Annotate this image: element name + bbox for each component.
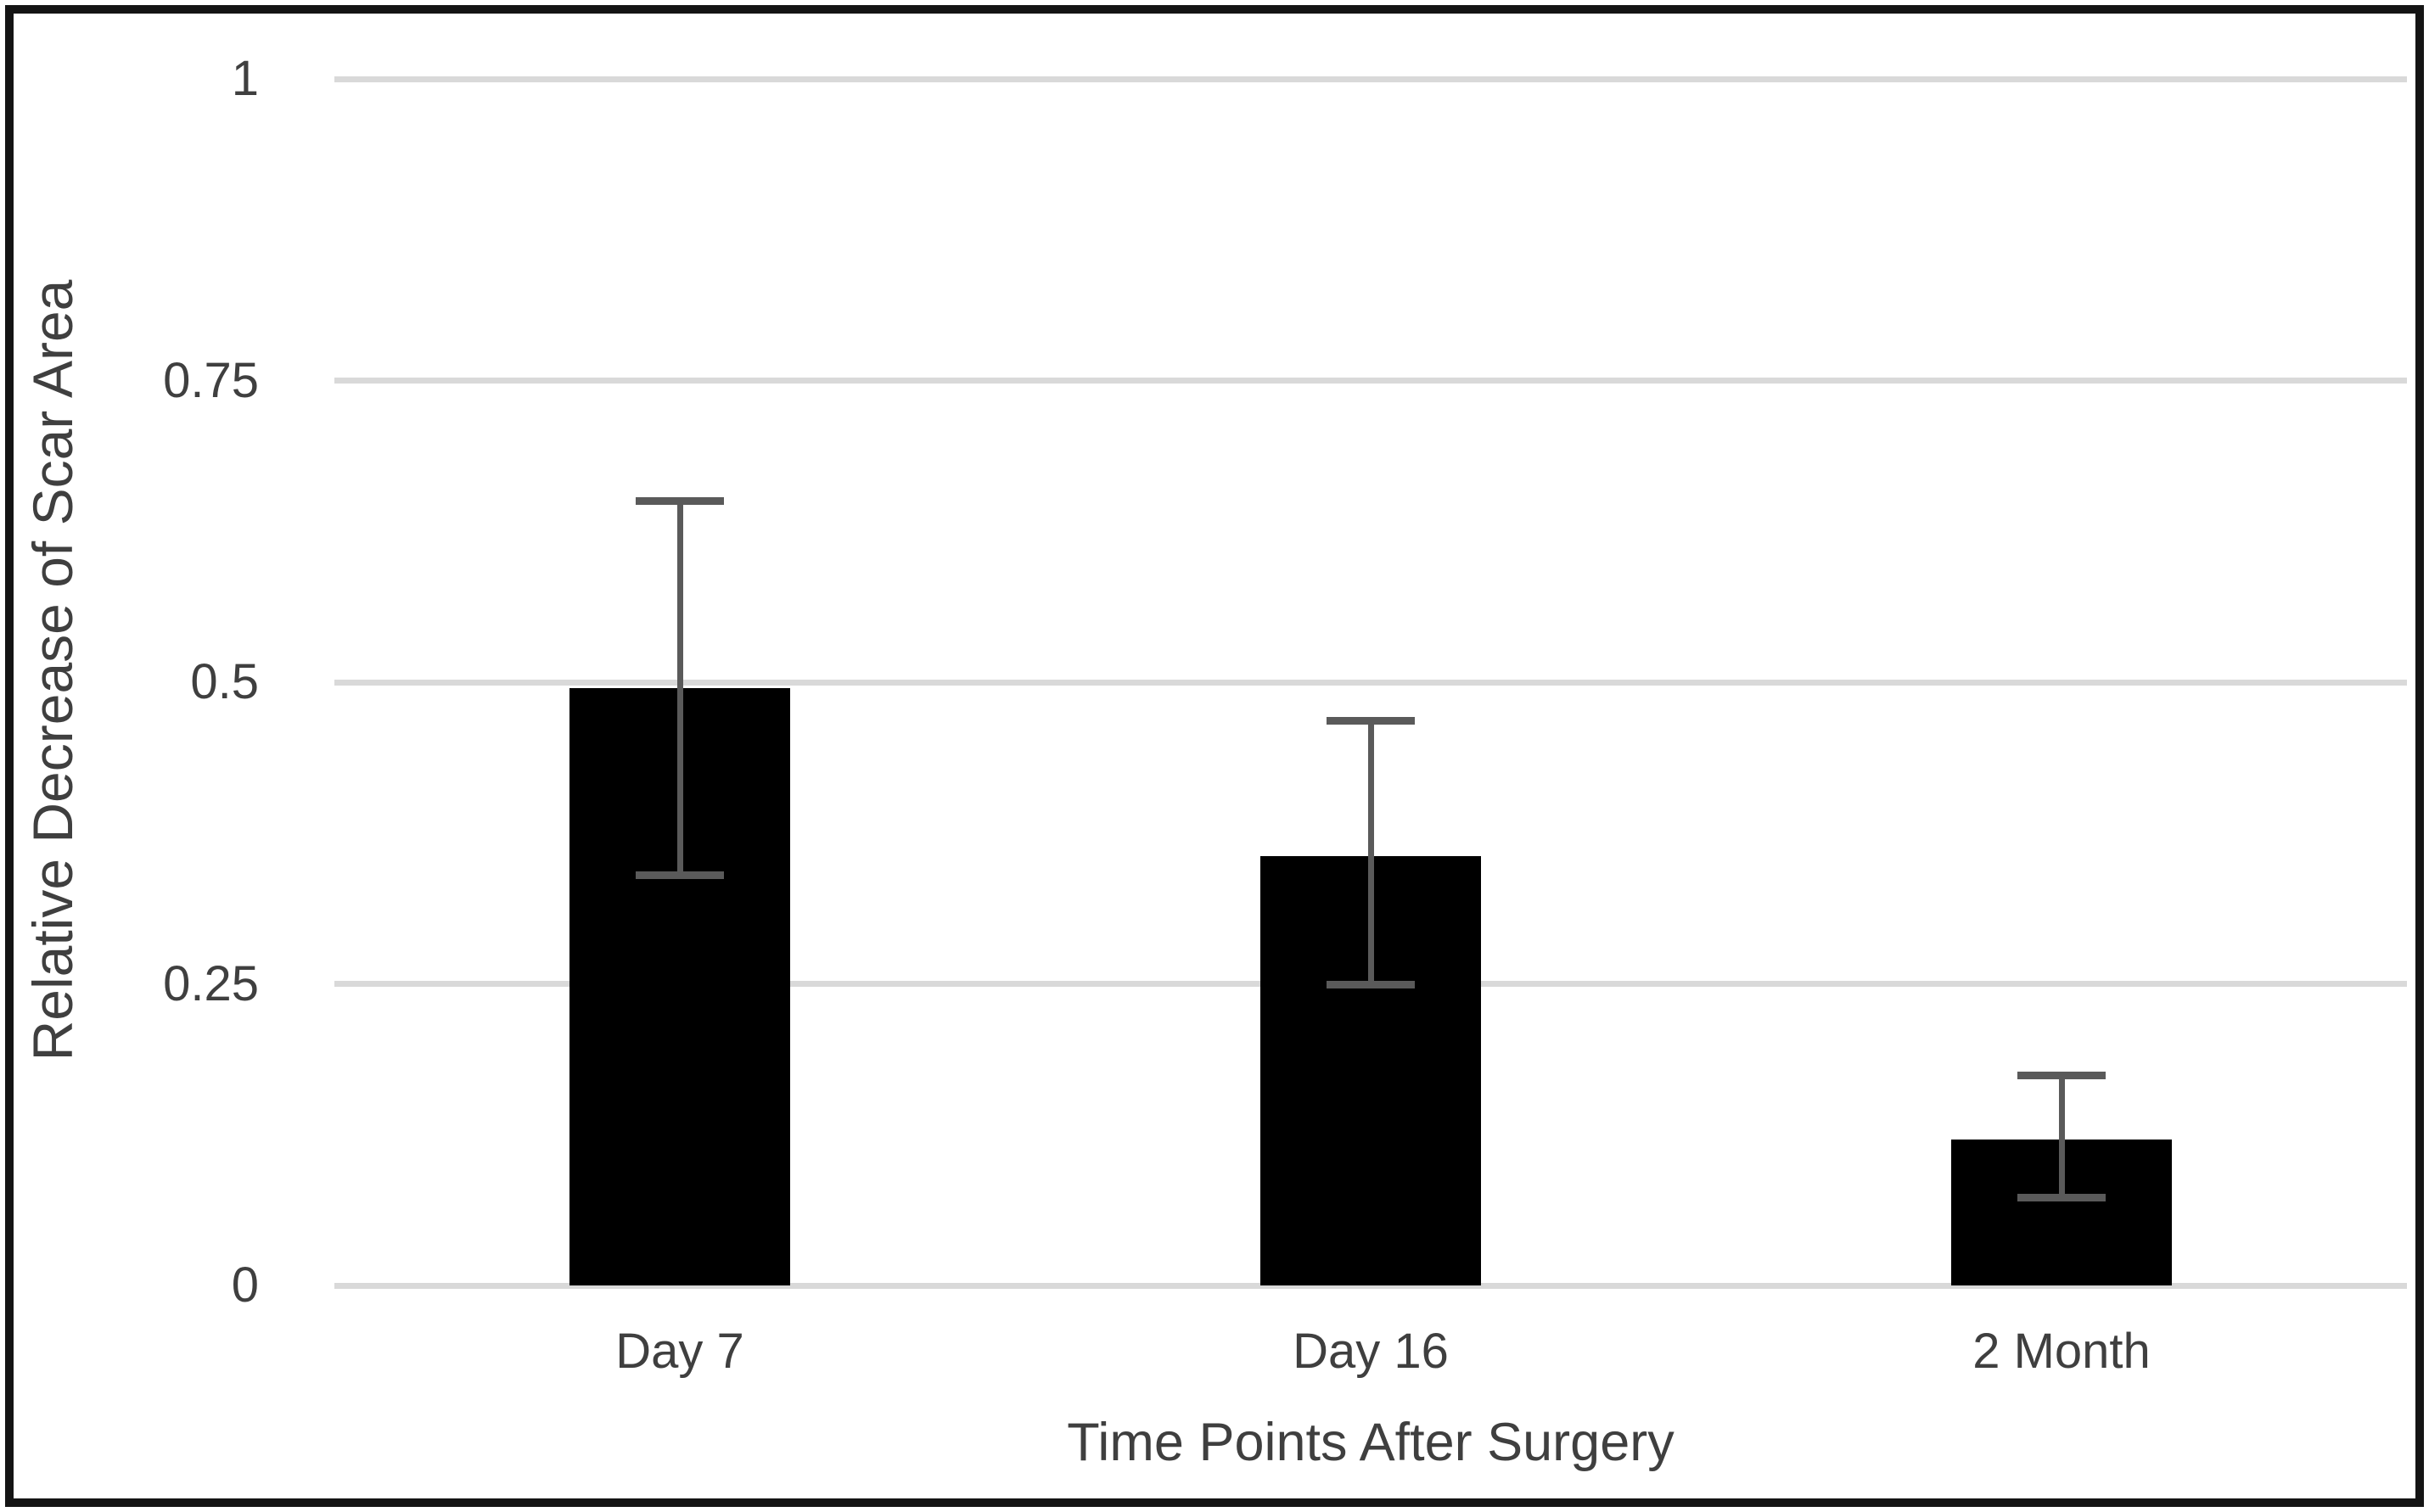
error-bar-stem: [2058, 1075, 2065, 1198]
y-tick-label: 0: [231, 1257, 259, 1313]
error-bar-cap-top: [2017, 1072, 2106, 1080]
y-tick-label: 0.75: [163, 352, 259, 408]
error-bar-cap-top: [636, 497, 724, 506]
y-axis-title: Relative Decrease of Scar Area: [21, 279, 84, 1061]
error-bar-cap-bottom: [1327, 981, 1415, 989]
gridline-y-0: [334, 1282, 2407, 1289]
error-bar-stem: [676, 501, 683, 876]
gridline-y-0.5: [334, 679, 2407, 686]
y-tick-label: 1: [231, 51, 259, 106]
gridline-y-0.75: [334, 378, 2407, 384]
y-tick-label: 0.5: [190, 654, 259, 709]
x-category-label: 2 Month: [1972, 1324, 2151, 1379]
x-category-label: Day 16: [1293, 1324, 1449, 1379]
gridline-y-1: [334, 76, 2407, 82]
error-bar-cap-top: [1327, 717, 1415, 725]
x-axis-title: Time Points After Surgery: [1067, 1413, 1674, 1472]
x-category-label: Day 7: [615, 1324, 744, 1379]
error-bar-cap-bottom: [636, 871, 724, 880]
error-bar-stem: [1367, 720, 1374, 985]
y-tick-label: 0.25: [163, 955, 259, 1011]
error-bar-cap-bottom: [2017, 1193, 2106, 1201]
